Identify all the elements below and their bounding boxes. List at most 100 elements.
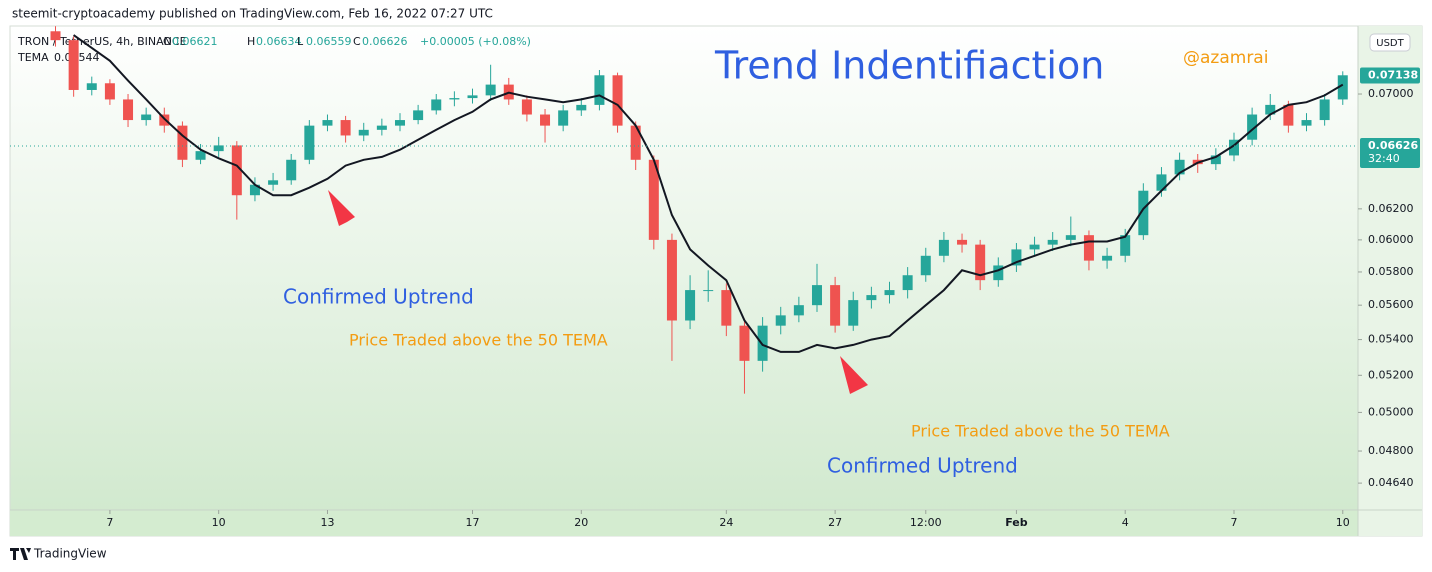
candle-body (231, 145, 242, 196)
x-tick-label: 17 (466, 516, 480, 529)
candle-body (975, 244, 986, 281)
indicator-line (73, 34, 1344, 353)
candle-body (123, 99, 134, 121)
candle-body (1102, 255, 1113, 261)
published-note: steemit-cryptoacademy published on Tradi… (12, 7, 493, 21)
x-tick-label: 20 (574, 516, 588, 529)
candle-body (340, 120, 351, 136)
price-badge-label: 0.07138 (1368, 69, 1418, 82)
candle-body (1319, 99, 1330, 121)
last-price-badge (1360, 137, 1420, 168)
candle-body (993, 265, 1004, 281)
x-tick-label: 10 (212, 516, 226, 529)
arrows (328, 190, 888, 440)
candle-body (195, 151, 206, 160)
y-tick-label: 0.05400 (1368, 333, 1414, 346)
candle-body (884, 290, 895, 296)
candle-body (957, 239, 968, 245)
candle-body (322, 120, 333, 126)
candle-body (358, 129, 369, 136)
y-tick-label: 0.05800 (1368, 265, 1414, 278)
candle-body (431, 99, 442, 111)
candle-body (177, 125, 188, 160)
y-tick-label: 0.05600 (1368, 298, 1414, 311)
candle-body (50, 31, 61, 41)
currency-button[interactable] (1369, 33, 1411, 52)
x-tick-label: 7 (106, 516, 113, 529)
candle-body (594, 75, 605, 105)
candle-body (1083, 235, 1094, 261)
legend-ohlc-value: 0.06559 (306, 35, 352, 48)
footer-logo: TradingView (10, 547, 107, 561)
candle-body (721, 290, 732, 326)
candle-body (1265, 104, 1276, 115)
candle-body (793, 305, 804, 316)
candle-body (213, 145, 224, 152)
legend-indicator: TEMA (17, 51, 49, 64)
price-axis-band (1358, 26, 1422, 536)
candle-body (739, 325, 750, 361)
legend-symbol: TRON / TetherUS, 4h, BINANCE (17, 35, 187, 48)
candle-body (648, 159, 659, 240)
candle-body (1029, 244, 1040, 250)
candle-body (1283, 104, 1294, 126)
y-tick-label: 0.04800 (1368, 444, 1414, 457)
candle-body (775, 315, 786, 326)
candle-body (1210, 155, 1221, 165)
candle-body (1174, 159, 1185, 175)
y-tick-label: 0.05200 (1368, 368, 1414, 381)
candle-body (1247, 114, 1258, 140)
x-tick-label: 10 (1336, 516, 1350, 529)
last-price-label: 0.06626 (1368, 139, 1418, 152)
candle-body (1047, 239, 1058, 245)
legend-ohlc-value: 0.06621 (172, 35, 218, 48)
candle-body (685, 290, 696, 321)
arrow (328, 190, 375, 270)
candle-body (612, 75, 623, 126)
candle-body (68, 40, 79, 90)
annotation-title: Trend Indentifiaction (714, 44, 1104, 88)
legend-ohlc-value: 0.06634 (256, 35, 302, 48)
candle-body (413, 110, 424, 121)
annotation-note: Confirmed Uptrend (283, 285, 474, 309)
candle-body (159, 114, 170, 126)
x-tick-label: 7 (1230, 516, 1237, 529)
x-tick-label: Feb (1005, 516, 1028, 529)
arrow (840, 356, 888, 440)
x-tick-label: 24 (719, 516, 733, 529)
x-tick-label: 4 (1122, 516, 1129, 529)
annotation-note: Price Traded above the 50 TEMA (911, 422, 1170, 441)
candle-body (830, 285, 841, 326)
candle-body (848, 300, 859, 326)
annotation-note: Price Traded above the 50 TEMA (349, 331, 608, 350)
candle-body (811, 285, 822, 306)
y-tick-label: 0.04640 (1368, 476, 1414, 489)
currency-button-label[interactable]: USDT (1376, 38, 1404, 49)
candle-body (1156, 174, 1167, 191)
candle-body (630, 125, 641, 160)
y-tick-label: 0.06200 (1368, 202, 1414, 215)
chart-frame (9, 25, 1423, 537)
logo-mark (10, 548, 31, 560)
candle-body (576, 104, 587, 111)
price-badge (1360, 67, 1420, 84)
candle-body (394, 120, 405, 126)
candle-body (920, 255, 931, 276)
candle-body (1228, 139, 1239, 156)
candle-body (268, 180, 279, 185)
legend-change: +0.00005 (+0.08%) (420, 35, 531, 48)
candle-body (286, 159, 297, 181)
legend-ohlc-key: H (247, 35, 255, 48)
candle-body (540, 114, 551, 126)
countdown-label: 32:40 (1368, 152, 1400, 165)
legend-ohlc-key: C (353, 35, 361, 48)
annotation-handle: @azamrai (1183, 48, 1268, 68)
candle-body (938, 239, 949, 256)
candle-body (376, 125, 387, 130)
candle-body (521, 99, 532, 115)
candle-body (104, 83, 115, 100)
candle-body (467, 95, 478, 99)
candle-body (1301, 120, 1312, 126)
